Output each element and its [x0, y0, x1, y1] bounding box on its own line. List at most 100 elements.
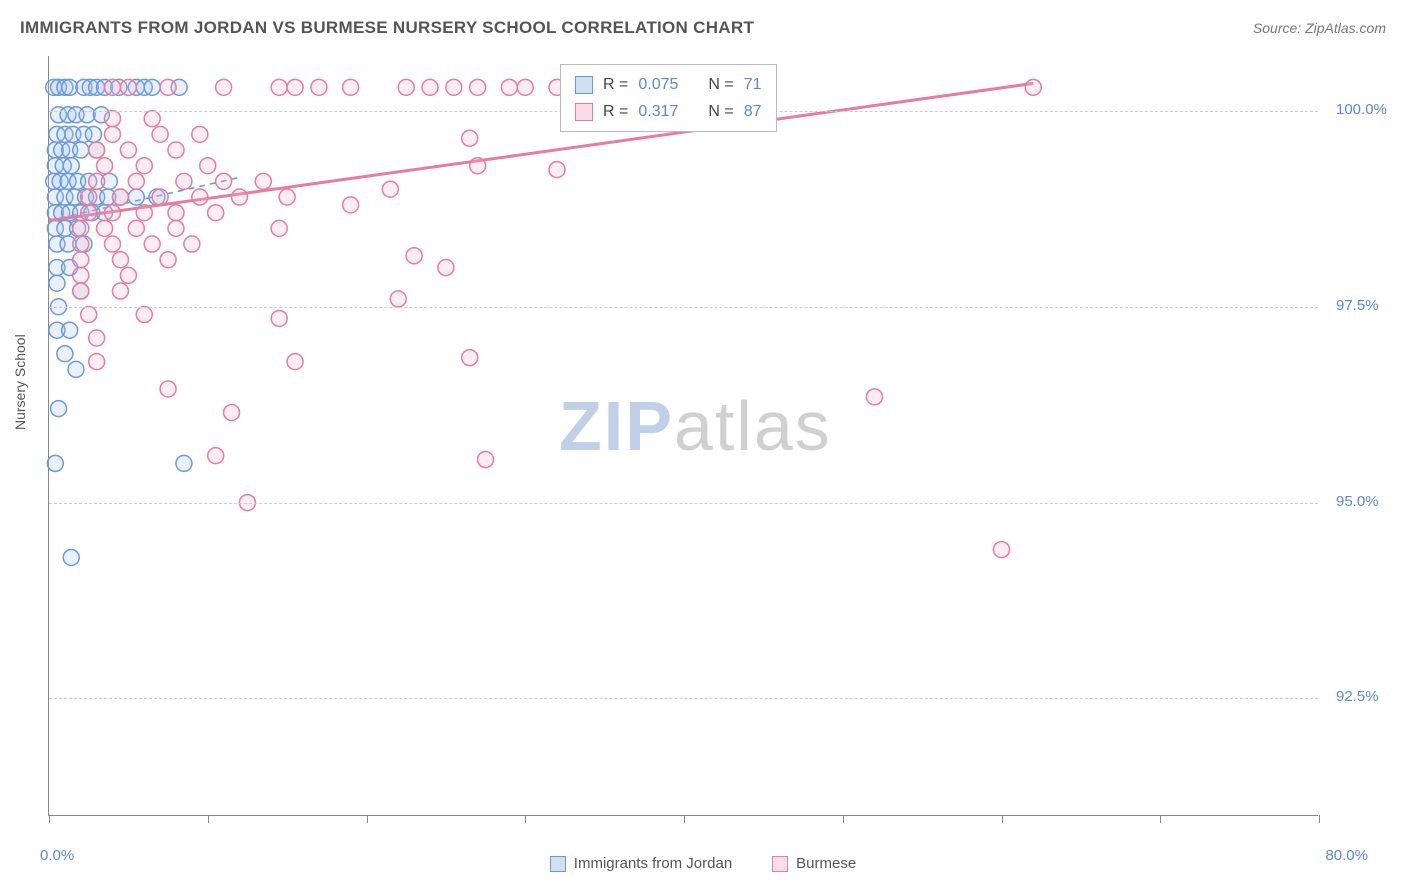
- data-point: [120, 267, 136, 283]
- data-point: [136, 158, 152, 174]
- data-point: [994, 542, 1010, 558]
- data-point: [89, 173, 105, 189]
- data-point: [128, 220, 144, 236]
- chart-svg: [49, 56, 1318, 815]
- data-point: [287, 354, 303, 370]
- x-tick: [1002, 815, 1003, 823]
- data-point: [462, 130, 478, 146]
- data-point: [462, 350, 478, 366]
- data-point: [160, 79, 176, 95]
- source-label: Source: ZipAtlas.com: [1253, 20, 1386, 36]
- x-tick: [208, 815, 209, 823]
- data-point: [208, 205, 224, 221]
- data-point: [208, 448, 224, 464]
- gridline: [49, 503, 1318, 504]
- data-point: [255, 173, 271, 189]
- legend: Immigrants from Jordan Burmese: [0, 855, 1406, 872]
- x-tick: [1319, 815, 1320, 823]
- data-point: [105, 79, 121, 95]
- stat-n-label: N =: [708, 98, 733, 125]
- x-tick: [1160, 815, 1161, 823]
- data-point: [73, 283, 89, 299]
- data-point: [144, 236, 160, 252]
- data-point: [68, 361, 84, 377]
- data-point: [152, 126, 168, 142]
- data-point: [478, 452, 494, 468]
- data-point: [81, 189, 97, 205]
- data-point: [97, 158, 113, 174]
- data-point: [446, 79, 462, 95]
- data-point: [168, 205, 184, 221]
- data-point: [406, 248, 422, 264]
- stat-r-label: R =: [603, 98, 628, 125]
- stat-r-label: R =: [603, 71, 628, 98]
- data-point: [422, 79, 438, 95]
- stat-r-value-jordan: 0.075: [638, 71, 678, 98]
- y-axis-title: Nursery School: [12, 334, 28, 430]
- data-point: [136, 205, 152, 221]
- data-point: [216, 173, 232, 189]
- data-point: [470, 79, 486, 95]
- legend-label-jordan: Immigrants from Jordan: [574, 855, 732, 872]
- data-point: [73, 142, 89, 158]
- stat-n-value-burmese: 87: [744, 98, 762, 125]
- data-point: [128, 173, 144, 189]
- data-point: [136, 307, 152, 323]
- data-point: [81, 205, 97, 221]
- data-point: [176, 455, 192, 471]
- stat-n-value-jordan: 71: [744, 71, 762, 98]
- data-point: [184, 236, 200, 252]
- data-point: [279, 189, 295, 205]
- data-point: [152, 189, 168, 205]
- data-point: [120, 79, 136, 95]
- data-point: [311, 79, 327, 95]
- data-point: [112, 283, 128, 299]
- x-tick: [525, 815, 526, 823]
- data-point: [224, 404, 240, 420]
- data-point: [81, 307, 97, 323]
- data-point: [287, 79, 303, 95]
- data-point: [343, 197, 359, 213]
- data-point: [470, 158, 486, 174]
- legend-label-burmese: Burmese: [796, 855, 856, 872]
- stat-swatch-jordan: [575, 76, 593, 94]
- data-point: [105, 111, 121, 127]
- data-point: [232, 189, 248, 205]
- data-point: [271, 310, 287, 326]
- data-point: [160, 252, 176, 268]
- plot-area: ZIPatlas: [48, 56, 1318, 816]
- data-point: [216, 79, 232, 95]
- data-point: [63, 549, 79, 565]
- data-point: [867, 389, 883, 405]
- data-point: [382, 181, 398, 197]
- data-point: [192, 189, 208, 205]
- data-point: [105, 205, 121, 221]
- data-point: [89, 354, 105, 370]
- data-point: [105, 126, 121, 142]
- stat-n-label: N =: [708, 71, 733, 98]
- data-point: [271, 79, 287, 95]
- gridline: [49, 698, 1318, 699]
- data-point: [168, 220, 184, 236]
- data-point: [144, 111, 160, 127]
- data-point: [398, 79, 414, 95]
- data-point: [160, 381, 176, 397]
- data-point: [73, 220, 89, 236]
- data-point: [57, 346, 73, 362]
- data-point: [501, 79, 517, 95]
- data-point: [73, 267, 89, 283]
- data-point: [343, 79, 359, 95]
- data-point: [1025, 79, 1041, 95]
- y-tick-label: 97.5%: [1336, 297, 1379, 314]
- data-point: [128, 189, 144, 205]
- x-tick: [367, 815, 368, 823]
- data-point: [192, 126, 208, 142]
- stat-row-jordan: R = 0.075 N = 71: [575, 71, 762, 98]
- stat-swatch-burmese: [575, 103, 593, 121]
- x-tick: [684, 815, 685, 823]
- data-point: [63, 158, 79, 174]
- data-point: [89, 142, 105, 158]
- data-point: [517, 79, 533, 95]
- data-point: [97, 220, 113, 236]
- data-point: [549, 162, 565, 178]
